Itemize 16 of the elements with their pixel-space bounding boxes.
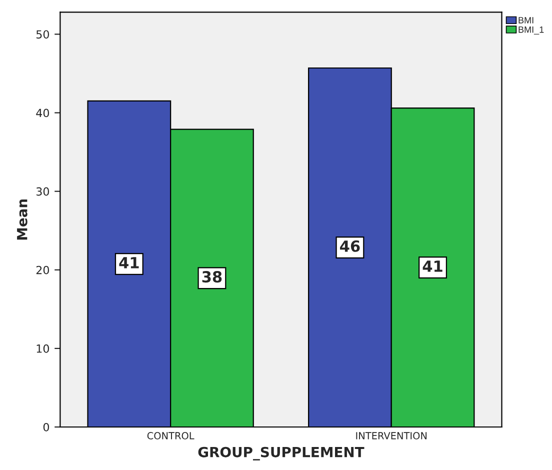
data-label: 41 bbox=[119, 257, 139, 268]
y-axis-title: Mean bbox=[17, 199, 28, 240]
data-label: 46 bbox=[340, 240, 360, 252]
data-label: 38 bbox=[202, 271, 222, 283]
y-tick-label: 30 bbox=[36, 187, 50, 196]
y-tick-label: 10 bbox=[36, 344, 50, 353]
y-tick-label: 0 bbox=[43, 422, 50, 432]
y-tick-label: 20 bbox=[36, 266, 50, 274]
x-tick-label: CONTROL bbox=[147, 432, 194, 440]
data-label: 41 bbox=[422, 260, 442, 272]
y-tick-label: 40 bbox=[36, 108, 50, 118]
x-axis-title: GROUP_SUPPLEMENT bbox=[198, 446, 364, 460]
x-tick-label: INTERVENTION bbox=[356, 432, 427, 440]
y-tick-label: 50 bbox=[36, 30, 50, 39]
legend-label: BMI_1 bbox=[518, 26, 544, 34]
legend-label: BMI bbox=[518, 17, 534, 24]
